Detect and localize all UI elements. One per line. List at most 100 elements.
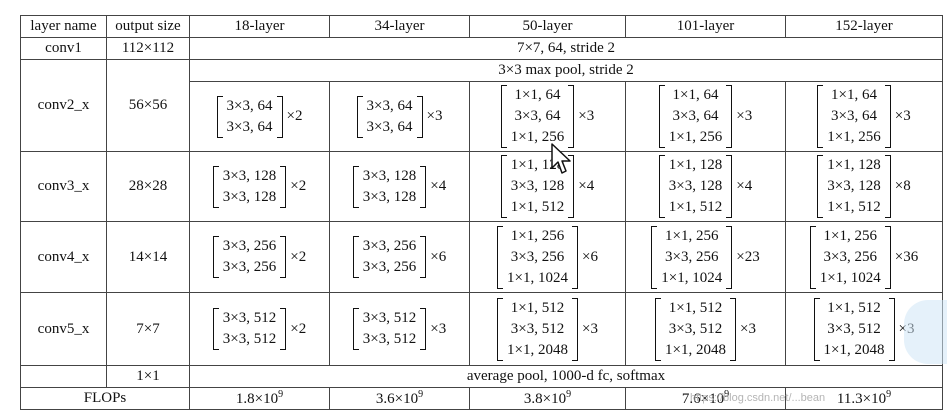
- block-cell-101-layer: 1×1, 256 3×3, 256 1×1, 1024 23: [625, 221, 786, 293]
- block-line: 1×1, 512: [827, 299, 881, 316]
- block-cell-34-layer: 3×3, 128 3×3, 128 4: [329, 151, 470, 222]
- block-line: 3×3, 512: [362, 310, 417, 326]
- block-spec: 1×1, 512 3×3, 512 1×1, 2048 3: [655, 297, 756, 361]
- block-bracket: 1×1, 64 3×3, 64 1×1, 256: [500, 85, 575, 148]
- block-line: 3×3, 64: [226, 118, 273, 135]
- block-spec: 3×3, 64 3×3, 64 2: [216, 95, 303, 138]
- block-line: 3×3, 128: [827, 178, 881, 194]
- block-bracket: 1×1, 128 3×3, 128 1×1, 512: [817, 155, 891, 218]
- block-bracket: 3×3, 128 3×3, 128: [352, 165, 427, 208]
- maxpool-description: 3×3 max pool, stride 2: [189, 59, 943, 82]
- block-line: 3×3, 64: [831, 108, 877, 124]
- block-cell-152-layer: 1×1, 128 3×3, 128 1×1, 512 8: [785, 151, 943, 222]
- block-line: 3×3, 256: [510, 248, 565, 265]
- conv5-layer-name: conv5_x: [20, 292, 107, 366]
- conv3-output-size: 28×28: [106, 151, 190, 222]
- block-bracket: 3×3, 256 3×3, 256: [212, 236, 287, 278]
- block-line: 1×1, 256: [510, 129, 565, 145]
- block-cell-34-layer: 3×3, 256 3×3, 256 6: [329, 221, 470, 293]
- block-line: 3×3, 256: [665, 248, 719, 265]
- block-repeat: 3: [430, 321, 447, 338]
- block-repeat: 6: [582, 249, 598, 266]
- block-line: 1×1, 64: [514, 87, 561, 103]
- block-cell-34-layer: 3×3, 512 3×3, 512 3: [329, 292, 470, 366]
- block-line: 3×3, 128: [222, 188, 277, 205]
- block-line: 1×1, 512: [510, 199, 565, 215]
- block-line: 3×3, 256: [362, 238, 417, 254]
- block-spec: 3×3, 512 3×3, 512 2: [212, 308, 306, 350]
- block-repeat: 2: [290, 178, 307, 195]
- fc-output-size: 1×1: [106, 365, 190, 388]
- block-line: 1×1, 64: [672, 87, 719, 103]
- block-line: 1×1, 512: [510, 299, 565, 316]
- conv1-output-size: 112×112: [106, 37, 190, 60]
- block-repeat: 4: [430, 178, 447, 195]
- block-line: 3×3, 128: [510, 178, 565, 194]
- flops-base: 3.6×10: [375, 391, 419, 407]
- block-cell-101-layer: 1×1, 64 3×3, 64 1×1, 256 3: [625, 81, 786, 152]
- block-line: 1×1, 256: [665, 227, 719, 244]
- block-spec: 3×3, 128 3×3, 128 4: [352, 165, 447, 208]
- block-line: 3×3, 512: [222, 310, 277, 326]
- block-line: 3×3, 64: [366, 118, 413, 135]
- block-cell-50-layer: 1×1, 64 3×3, 64 1×1, 256 3: [469, 81, 626, 152]
- resnet-architecture-table: layer name output size 18-layer 34-layer…: [20, 15, 943, 410]
- block-repeat: 3: [427, 108, 443, 125]
- block-spec: 1×1, 64 3×3, 64 1×1, 256 3: [658, 85, 752, 148]
- block-bracket: 1×1, 512 3×3, 512 1×1, 2048: [655, 297, 736, 361]
- block-line: 3×3, 512: [510, 320, 565, 337]
- block-spec: 1×1, 256 3×3, 256 1×1, 1024 23: [651, 225, 760, 289]
- flops-label: FLOPs: [20, 387, 190, 410]
- block-repeat: 3: [740, 321, 756, 338]
- block-spec: 1×1, 128 3×3, 128 1×1, 512 8: [817, 155, 911, 218]
- block-cell-152-layer: 1×1, 256 3×3, 256 1×1, 1024 36: [785, 221, 943, 293]
- header-layer-name: layer name: [20, 15, 107, 38]
- block-spec: 3×3, 256 3×3, 256 6: [352, 236, 446, 278]
- block-bracket: 3×3, 64 3×3, 64: [356, 95, 423, 138]
- conv2-output-size: 56×56: [106, 59, 190, 152]
- block-line: 1×1, 256: [827, 129, 881, 145]
- flops-base: 7.6×10: [681, 391, 725, 407]
- header-output-size: output size: [106, 15, 190, 38]
- flops-exponent: 9: [566, 389, 572, 400]
- header-row: layer name output size 18-layer 34-layer…: [20, 15, 943, 38]
- block-cell-101-layer: 1×1, 512 3×3, 512 1×1, 2048 3: [625, 292, 786, 366]
- block-line: 3×3, 256: [222, 238, 277, 254]
- flops-50-layer: 3.8×109: [469, 387, 626, 410]
- block-repeat: 2: [287, 108, 303, 125]
- block-line: 3×3, 128: [362, 167, 417, 184]
- block-cell-34-layer: 3×3, 64 3×3, 64 3: [329, 81, 470, 152]
- conv1-row: conv1 112×112 7×7, 64, stride 2: [20, 37, 943, 60]
- block-line: 3×3, 64: [366, 97, 413, 114]
- block-line: 1×1, 1024: [661, 269, 723, 286]
- block-bracket: 1×1, 512 3×3, 512 1×1, 2048: [813, 297, 895, 361]
- block-cell-50-layer: 1×1, 256 3×3, 256 1×1, 1024 6: [469, 221, 626, 293]
- block-line: 3×3, 512: [827, 320, 881, 337]
- header-34-layer: 34-layer: [329, 15, 470, 38]
- mouse-cursor-icon: [551, 143, 571, 174]
- block-line: 3×3, 128: [668, 178, 723, 194]
- conv1-layer-name: conv1: [20, 37, 107, 60]
- flops-exponent: 9: [886, 389, 892, 400]
- block-line: 3×3, 64: [672, 108, 719, 124]
- block-repeat: 8: [895, 178, 911, 195]
- block-line: 3×3, 64: [226, 97, 273, 114]
- watermark-text: https://blog.csdn.net/...bean: [690, 392, 826, 404]
- block-bracket: 3×3, 128 3×3, 128: [212, 165, 287, 208]
- block-cell-18-layer: 3×3, 256 3×3, 256 2: [189, 221, 330, 293]
- fc-description: average pool, 1000-d fc, softmax: [189, 365, 943, 388]
- fc-row: 1×1 average pool, 1000-d fc, softmax: [20, 365, 943, 388]
- block-spec: 1×1, 128 3×3, 128 1×1, 512 4: [500, 155, 594, 218]
- block-cell-50-layer: 1×1, 512 3×3, 512 1×1, 2048 3: [469, 292, 626, 366]
- block-line: 1×1, 1024: [819, 269, 881, 286]
- block-repeat: 23: [736, 249, 760, 266]
- flops-34-layer: 3.6×109: [329, 387, 470, 410]
- conv3-layer-name: conv3_x: [20, 151, 107, 222]
- block-bracket: 1×1, 128 3×3, 128 1×1, 512: [500, 155, 575, 218]
- scroll-indicator[interactable]: [904, 300, 947, 364]
- block-spec: 1×1, 256 3×3, 256 1×1, 1024 6: [497, 225, 598, 289]
- conv5-output-size: 7×7: [106, 292, 190, 366]
- flops-exponent: 9: [278, 389, 284, 400]
- block-repeat: 3: [895, 108, 911, 125]
